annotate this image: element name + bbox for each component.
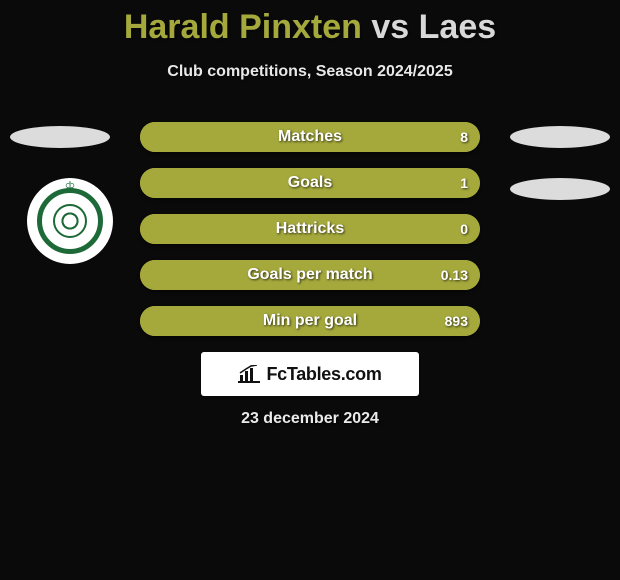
brand-text: FcTables.com — [266, 364, 381, 385]
bar-value-right: 893 — [445, 306, 468, 336]
bar-value-right: 1 — [460, 168, 468, 198]
player1-silhouette — [10, 126, 110, 148]
bar-row: Matches8 — [140, 122, 480, 152]
club-logo: ♔ — [27, 178, 113, 264]
crown-icon: ♔ — [65, 179, 76, 193]
bar-label: Hattricks — [140, 214, 480, 244]
ball-icon — [53, 204, 87, 238]
brand-badge: FcTables.com — [201, 352, 419, 396]
bar-value-right: 0.13 — [441, 260, 468, 290]
bar-value-right: 8 — [460, 122, 468, 152]
bar-row: Goals1 — [140, 168, 480, 198]
bar-label: Matches — [140, 122, 480, 152]
page-title: Harald Pinxten vs Laes — [0, 0, 620, 47]
player1-name: Harald Pinxten — [124, 8, 362, 46]
player2-silhouette-1 — [510, 126, 610, 148]
vs-text: vs — [371, 8, 409, 46]
bar-row: Hattricks0 — [140, 214, 480, 244]
bar-label: Goals per match — [140, 260, 480, 290]
bar-value-right: 0 — [460, 214, 468, 244]
comparison-bars: Matches8Goals1Hattricks0Goals per match0… — [140, 122, 480, 352]
player2-silhouette-2 — [510, 178, 610, 200]
bar-row: Goals per match0.13 — [140, 260, 480, 290]
bar-label: Min per goal — [140, 306, 480, 336]
subtitle: Club competitions, Season 2024/2025 — [0, 63, 620, 81]
bar-row: Min per goal893 — [140, 306, 480, 336]
bar-label: Goals — [140, 168, 480, 198]
player2-name: Laes — [419, 8, 497, 46]
chart-icon — [238, 365, 260, 383]
date-text: 23 december 2024 — [0, 410, 620, 428]
